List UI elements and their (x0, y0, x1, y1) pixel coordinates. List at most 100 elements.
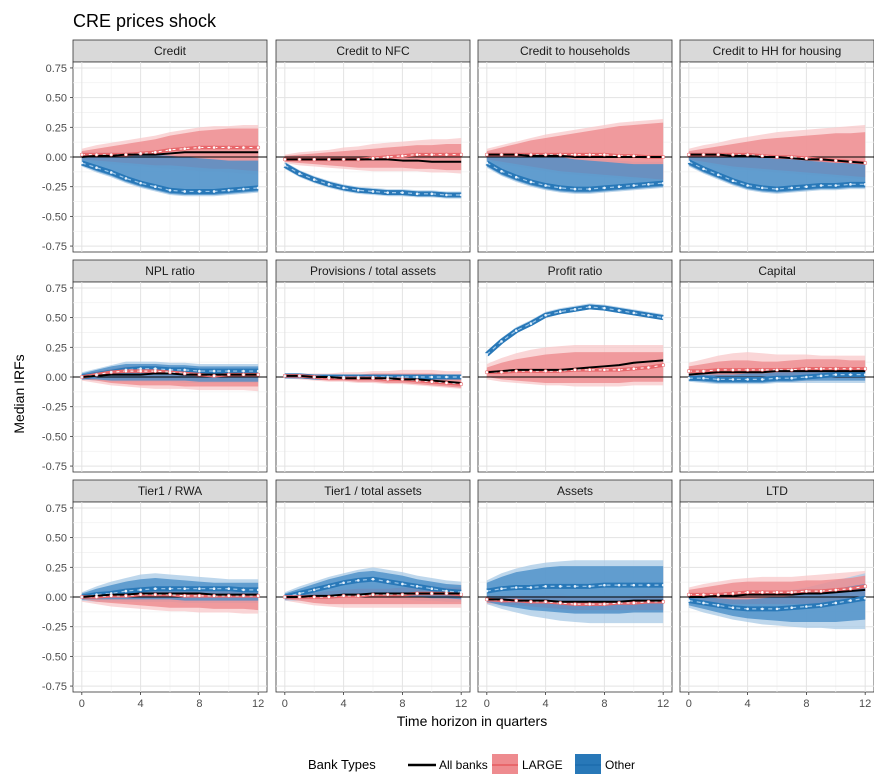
other-series-point (139, 588, 142, 592)
other-series-point (386, 191, 389, 194)
other-series-point (183, 190, 186, 193)
other-series-point (834, 184, 838, 187)
large-series-point (587, 152, 592, 157)
x-tick-label: 8 (803, 698, 809, 710)
other-series-point (109, 171, 113, 174)
legend: Bank Types All banks LARGE Other (308, 754, 635, 774)
large-series-point (617, 153, 621, 158)
other-series-point (401, 191, 404, 194)
other-series-point (588, 305, 591, 309)
panel-title: Provisions / total assets (310, 264, 436, 278)
large-series-point (646, 599, 651, 604)
large-series-point (109, 152, 114, 157)
large-series-point (701, 369, 706, 373)
large-series-point (646, 365, 651, 370)
other-series-point (415, 585, 419, 588)
other-series-point (256, 588, 260, 592)
other-series-point (573, 308, 577, 311)
other-series-point (139, 181, 142, 185)
large-series-point (499, 370, 504, 375)
other-series-point (863, 596, 867, 600)
panel-title: Credit to households (520, 44, 630, 58)
other-series-point (212, 369, 216, 373)
large-series-point (197, 593, 202, 598)
large-series-point (760, 153, 765, 158)
large-series-point (558, 152, 563, 157)
large-series-point (226, 372, 231, 377)
large-series-point (863, 366, 868, 371)
large-series-point (543, 152, 548, 157)
large-series-point (804, 156, 809, 161)
x-tick-label: 12 (455, 698, 467, 710)
other-series-point (746, 378, 749, 381)
other-series-point (168, 368, 172, 372)
other-series-point (790, 606, 793, 609)
large-series-point (646, 155, 651, 159)
large-series-point (168, 592, 172, 597)
other-series-point (702, 167, 705, 171)
large-series-point (701, 152, 706, 157)
large-series-point (558, 369, 563, 373)
large-series-point (587, 602, 592, 607)
large-series-point (484, 152, 489, 157)
large-series-point (804, 366, 809, 371)
large-series-point (297, 157, 302, 162)
other-series-point (430, 192, 434, 196)
other-series-point (819, 184, 823, 187)
large-series-point (256, 593, 261, 598)
large-series-point (661, 363, 666, 368)
other-series-point (588, 585, 591, 588)
y-tick-label: 0.75 (46, 63, 67, 75)
other-series-point (746, 607, 749, 611)
large-series-point (716, 152, 721, 157)
x-tick-label: 4 (543, 698, 549, 710)
large-series-point (312, 595, 317, 599)
other-series-point (819, 374, 823, 378)
y-tick-label: 0.25 (46, 562, 67, 574)
other-inner-band (81, 153, 259, 195)
panel-title: Credit (154, 44, 187, 58)
y-tick-label: 0.50 (46, 93, 67, 105)
large-series-point (341, 157, 346, 162)
other-series-point (603, 306, 606, 310)
other-series-point (445, 193, 448, 197)
large-series-point (385, 592, 390, 597)
large-series-point (573, 367, 577, 372)
other-series-point (731, 378, 735, 381)
other-series-point (761, 378, 764, 381)
large-series-point (124, 593, 128, 598)
panel: NPL ratio -0.75 -0.50 -0.25 0.00 0.25 0.50 0.75 (42, 259, 268, 473)
large-series-point (312, 157, 317, 162)
other-series-point (109, 592, 113, 595)
other-series-point (154, 185, 157, 188)
large-series-point (371, 156, 375, 161)
panel-title: NPL ratio (145, 264, 195, 278)
other-series-point (109, 370, 113, 374)
other-series-point (183, 368, 186, 372)
panel: Credit to HH for housing (679, 39, 874, 253)
other-series-point (227, 369, 231, 373)
large-series-point (587, 367, 592, 372)
y-tick-label: 0.00 (46, 592, 67, 604)
panel-title: LTD (766, 484, 788, 498)
other-series-point (80, 375, 84, 379)
large-series-point (459, 152, 464, 157)
large-series-point (686, 592, 691, 597)
x-tick-label: 8 (399, 698, 405, 710)
other-series-point (327, 585, 331, 588)
other-series-point (805, 605, 808, 608)
large-series-point (775, 367, 779, 372)
other-series-point (212, 190, 216, 193)
other-series-point (500, 340, 503, 343)
large-series-point (182, 593, 187, 598)
other-series-point (124, 368, 128, 372)
other-series-point (603, 583, 606, 587)
other-series-point (327, 183, 331, 186)
other-series-point (459, 590, 463, 594)
large-series-point (760, 367, 765, 372)
panel-title: Tier1 / total assets (324, 484, 422, 498)
large-series-point (415, 378, 419, 383)
y-tick-label: -0.50 (42, 431, 67, 443)
large-series-point (499, 598, 504, 603)
other-series-point (849, 373, 852, 376)
